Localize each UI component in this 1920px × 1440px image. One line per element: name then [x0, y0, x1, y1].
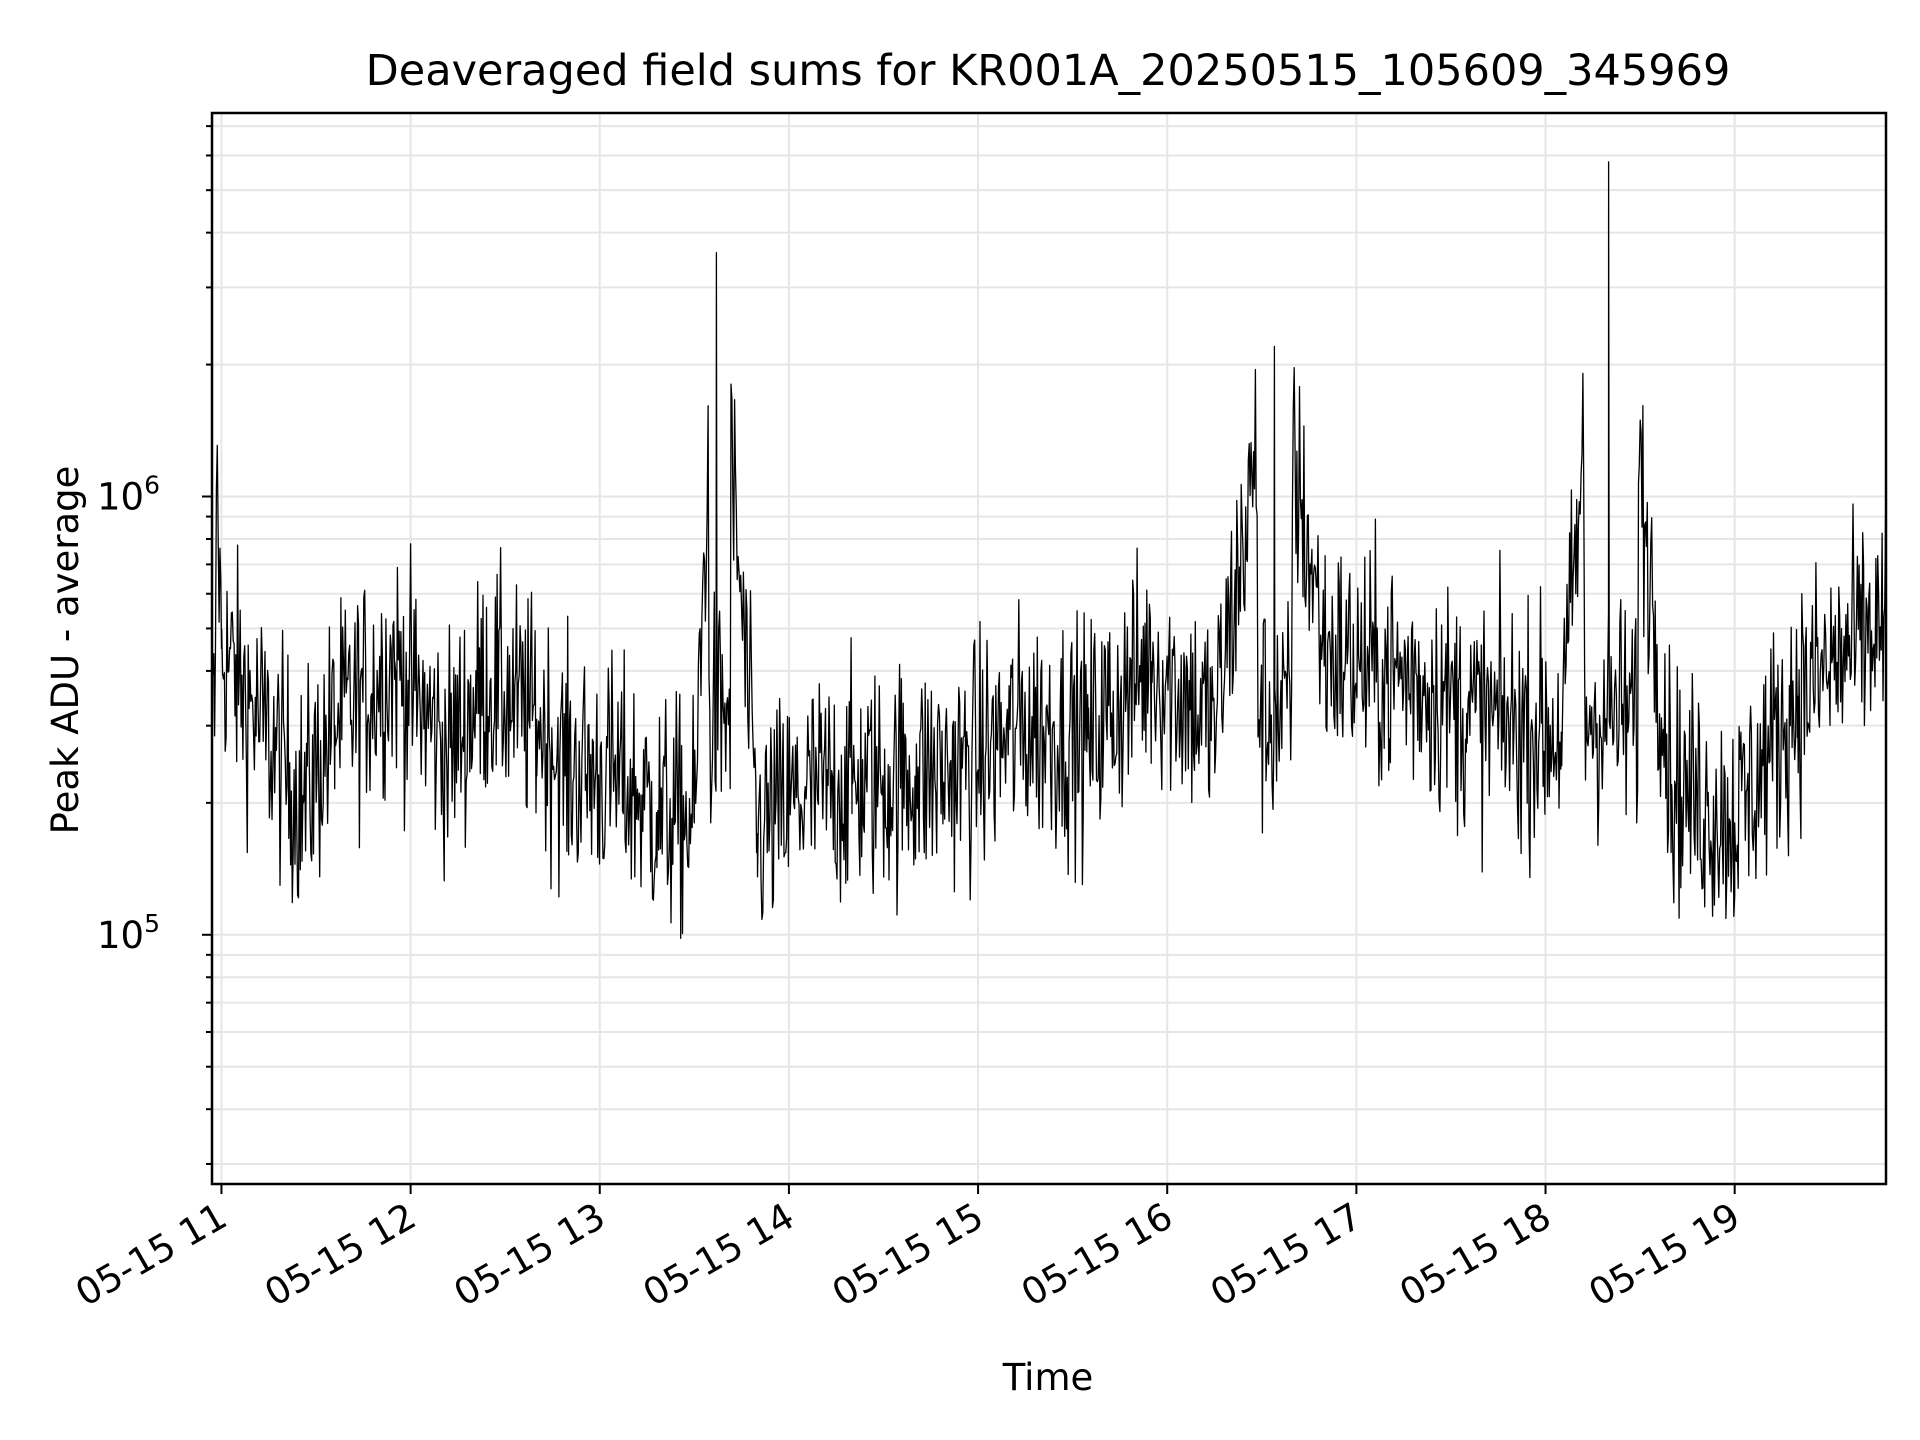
y-tick-label: 105: [97, 909, 160, 957]
plot-frame: [210, 111, 1888, 1186]
x-tick-label: 05-15 12: [258, 1195, 424, 1315]
chart-title: Deaveraged field sums for KR001A_2025051…: [366, 46, 1731, 96]
y-axis-label: Peak ADU - average: [44, 466, 87, 835]
x-tick-label: 05-15 15: [825, 1195, 991, 1315]
x-tick-label: 05-15 17: [1203, 1195, 1369, 1315]
y-tick-label: 106: [97, 471, 160, 519]
x-tick-labels: 05-15 11 05-15 12 05-15 13 05-15 14 05-15 15…: [68, 1195, 1747, 1315]
x-tick-label: 05-15 11: [68, 1195, 234, 1315]
x-axis-label: Time: [1002, 1356, 1094, 1399]
grid: [212, 113, 1886, 1184]
series-line: [211, 161, 1887, 939]
x-tick-label: 05-15 19: [1582, 1195, 1748, 1315]
x-tick-label: 05-15 18: [1392, 1195, 1558, 1315]
y-tick-labels: 105 106: [97, 471, 160, 957]
x-tick-label: 05-15 16: [1014, 1195, 1180, 1315]
x-tick-label: 05-15 13: [447, 1195, 613, 1315]
x-tick-label: 05-15 14: [636, 1195, 802, 1315]
